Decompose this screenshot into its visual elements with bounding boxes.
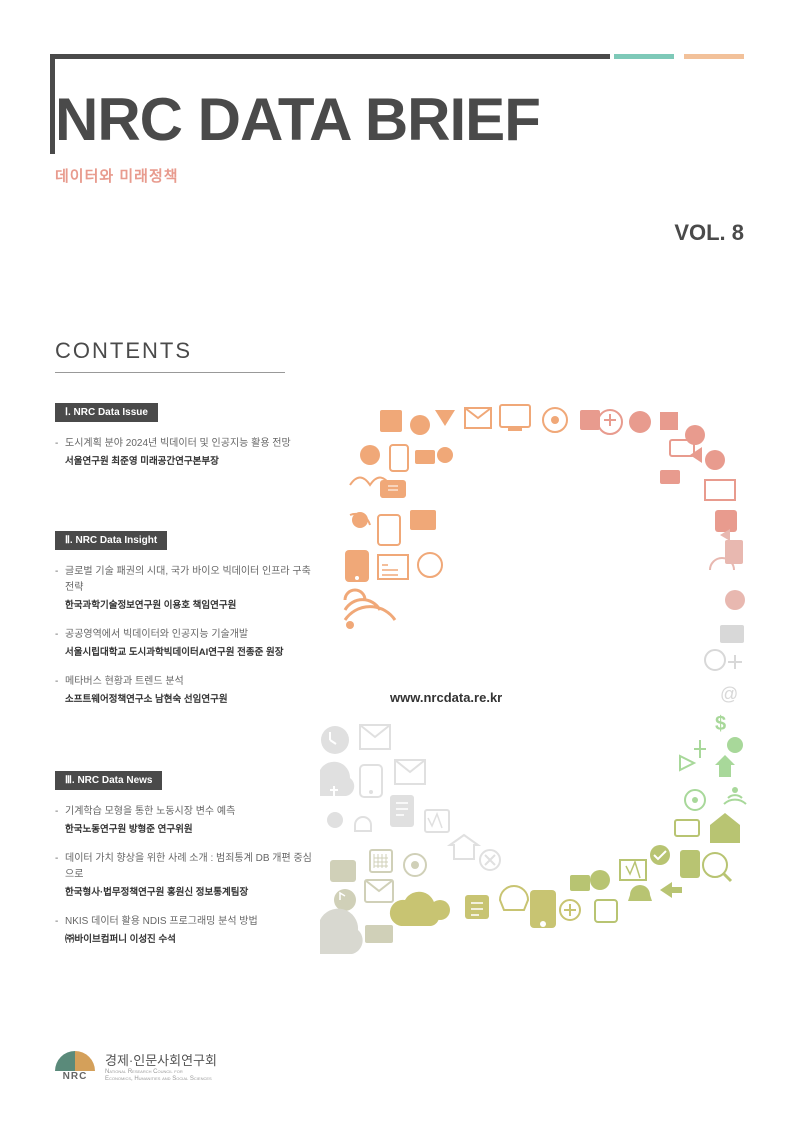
footer-korean-name: 경제·인문사회연구회: [105, 1050, 217, 1069]
item-author: 소프트웨어정책연구소 남현숙 선임연구원: [55, 692, 315, 707]
item-author: 서울시립대학교 도시과학빅데이터AI연구원 전종준 원장: [55, 645, 315, 660]
footer-english-name-1: National Research Council for: [105, 1069, 217, 1076]
section-data-news: Ⅲ. NRC Data News 기계학습 모형을 통한 노동시장 변수 예측 …: [55, 770, 315, 948]
content-item: 도시계획 분야 2024년 빅데이터 및 인공지능 활용 전망 서울연구원 최준…: [55, 436, 315, 469]
content-item: NKIS 데이터 활용 NDIS 프로그래밍 분석 방법 ㈜바이브컴퍼니 이성진…: [55, 914, 315, 947]
item-title: 메타버스 현황과 트렌드 분석: [55, 674, 315, 690]
footer-logo: NRC 경제·인문사회연구회 National Research Council…: [55, 1050, 217, 1083]
section-badge-1: Ⅰ. NRC Data Issue: [55, 403, 158, 422]
subtitle: 데이터와 미래정책: [55, 165, 179, 186]
d-letter-icon-collage: @ $: [320, 400, 750, 970]
item-title: 공공영역에서 빅데이터와 인공지능 기술개발: [55, 627, 315, 643]
item-title: 도시계획 분야 2024년 빅데이터 및 인공지능 활용 전망: [55, 436, 315, 452]
item-title: 글로벌 기술 패권의 시대, 국가 바이오 빅데이터 인프라 구축전략: [55, 564, 315, 596]
item-title: NKIS 데이터 활용 NDIS 프로그래밍 분석 방법: [55, 914, 315, 930]
main-title: NRC DATA BRIEF: [55, 85, 540, 154]
item-author: 한국과학기술정보연구원 이용호 책임연구원: [55, 598, 315, 613]
border-left-segment: [50, 54, 610, 59]
section-badge-3: Ⅲ. NRC Data News: [55, 771, 162, 790]
item-author: 한국노동연구원 방형준 연구위원: [55, 822, 315, 837]
content-item: 데이터 가치 향상을 위한 사례 소개 : 범죄통계 DB 개편 중심으로 한국…: [55, 851, 315, 900]
border-mint-segment: [614, 54, 674, 59]
svg-text:$: $: [715, 713, 726, 735]
item-title: 기계학습 모형을 통한 노동시장 변수 예측: [55, 804, 315, 820]
footer-org-name: 경제·인문사회연구회 National Research Council for…: [105, 1050, 217, 1083]
footer-english-name-2: Economics, Humanities and Social Science…: [105, 1076, 217, 1083]
content-item: 메타버스 현황과 트렌드 분석 소프트웨어정책연구소 남현숙 선임연구원: [55, 674, 315, 707]
nrc-logo-text: NRC: [63, 1071, 88, 1082]
contents-heading: CONTENTS: [55, 338, 285, 373]
item-author: ㈜바이브컴퍼니 이성진 수석: [55, 932, 315, 947]
item-author: 한국형사·법무정책연구원 홍원신 정보통계팀장: [55, 885, 315, 900]
volume-label: VOL. 8: [674, 220, 744, 246]
section-data-insight: Ⅱ. NRC Data Insight 글로벌 기술 패권의 시대, 국가 바이…: [55, 530, 315, 708]
nrc-logo-arc-icon: [55, 1051, 95, 1071]
border-tan-segment: [684, 54, 744, 59]
svg-text:@: @: [720, 684, 738, 704]
content-item: 기계학습 모형을 통한 노동시장 변수 예측 한국노동연구원 방형준 연구위원: [55, 804, 315, 837]
section-data-issue: Ⅰ. NRC Data Issue 도시계획 분야 2024년 빅데이터 및 인…: [55, 402, 315, 469]
top-border-decoration: [50, 40, 744, 60]
section-badge-2: Ⅱ. NRC Data Insight: [55, 531, 167, 550]
content-item: 공공영역에서 빅데이터와 인공지능 기술개발 서울시립대학교 도시과학빅데이터A…: [55, 627, 315, 660]
item-author: 서울연구원 최준영 미래공간연구본부장: [55, 454, 315, 469]
item-title: 데이터 가치 향상을 위한 사례 소개 : 범죄통계 DB 개편 중심으로: [55, 851, 315, 883]
content-item: 글로벌 기술 패권의 시대, 국가 바이오 빅데이터 인프라 구축전략 한국과학…: [55, 564, 315, 613]
